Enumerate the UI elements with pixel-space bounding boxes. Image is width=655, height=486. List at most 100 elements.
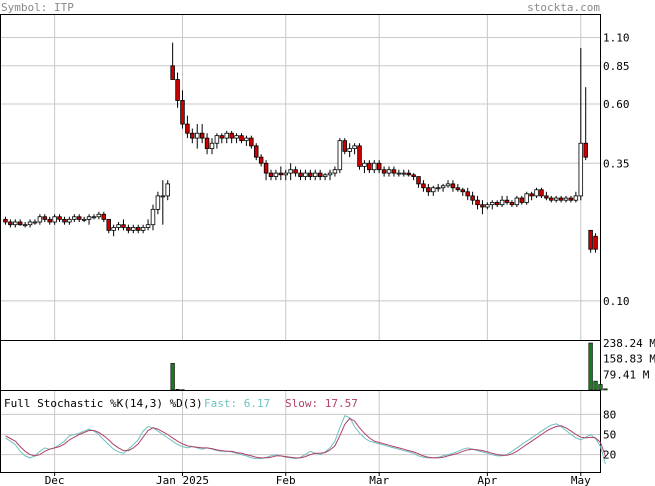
volume-bar — [593, 380, 598, 391]
candle-body — [455, 187, 461, 191]
volume-tick-label: 238.24 M — [603, 337, 655, 350]
candle-body — [160, 195, 166, 198]
candle-body — [578, 142, 584, 197]
candle-body — [185, 123, 190, 134]
candle-body — [106, 218, 111, 231]
candle-body — [504, 199, 510, 203]
candle-body — [435, 187, 441, 190]
volume-bar — [175, 389, 180, 391]
candle-body — [298, 172, 303, 177]
candle-body — [386, 169, 392, 174]
candle-body — [396, 172, 402, 175]
candle-body — [116, 224, 121, 228]
price-tick-label: 0.10 — [603, 295, 630, 308]
candle-body — [529, 193, 534, 197]
candle-body — [194, 132, 200, 139]
candle-body — [460, 189, 466, 193]
candle-body — [47, 218, 52, 223]
candle-body — [37, 216, 43, 223]
candle-body — [588, 229, 593, 250]
candle-body — [553, 197, 559, 201]
candle-body — [72, 216, 77, 220]
price-tick-label: 1.10 — [603, 31, 630, 44]
candle-body — [96, 213, 102, 218]
candle-body — [558, 197, 564, 201]
candle-body — [470, 195, 475, 201]
candle-body — [480, 204, 485, 208]
candle-body — [3, 218, 8, 223]
candle-body — [52, 216, 57, 223]
price-tick-label: 0.35 — [603, 157, 630, 170]
candle-body — [253, 145, 259, 158]
candle-body — [145, 224, 151, 228]
slow-line — [5, 417, 606, 459]
candle-body — [263, 162, 269, 174]
month-label: Apr — [477, 474, 497, 486]
slow-label: Slow: 17.57 — [285, 397, 358, 410]
candle-body — [8, 221, 13, 226]
candle-body — [81, 218, 87, 221]
candle-body — [67, 218, 72, 223]
candle-body — [514, 197, 520, 206]
candle-body — [475, 199, 480, 206]
candle-body — [568, 197, 574, 201]
candle-body — [204, 137, 210, 149]
candle-body — [150, 208, 156, 226]
date-axis: Dec Jan 2025 Feb Mar Apr May — [45, 472, 591, 486]
candle-body — [313, 172, 318, 177]
candle-body — [278, 172, 284, 176]
candle-body — [573, 195, 579, 201]
candle-body — [352, 145, 357, 149]
candle-body — [180, 100, 185, 125]
candle-body — [583, 142, 588, 158]
candle-body — [426, 187, 431, 193]
candle-body — [199, 132, 205, 139]
candle-body — [214, 135, 220, 144]
price-tick-label: 0.60 — [603, 98, 630, 111]
candle-body — [308, 172, 313, 177]
candle-body — [283, 172, 288, 176]
candle-body — [190, 132, 195, 139]
stochastic-tick-label: 50 — [603, 429, 616, 442]
fast-label: Fast: 6.17 — [204, 397, 270, 410]
candle-body — [91, 216, 97, 219]
candle-body — [519, 197, 525, 203]
candle-body — [499, 199, 505, 206]
candle-body — [524, 193, 529, 203]
volume-bar — [598, 384, 603, 391]
candle-body — [494, 202, 500, 206]
volume-bar — [588, 342, 593, 391]
candle-body — [376, 162, 382, 171]
candle-body — [234, 135, 239, 139]
candle-body — [27, 221, 33, 226]
candle-body — [244, 137, 249, 142]
candle-body — [342, 140, 348, 152]
site-watermark: stockta.com — [527, 1, 600, 14]
candle-body — [229, 132, 234, 139]
candle-body — [121, 224, 126, 228]
month-label: Feb — [276, 474, 296, 486]
stochastic-tick-label: 20 — [603, 449, 616, 462]
candle-body — [465, 191, 470, 197]
candle-body — [431, 187, 436, 193]
price-tick-label: 0.85 — [603, 60, 630, 73]
volume-axis: 238.24 M 158.83 M 79.41 M — [603, 337, 655, 381]
candle-body — [549, 197, 554, 201]
candle-body — [445, 183, 451, 187]
volume-tick-label: 158.83 M — [603, 353, 655, 366]
candle-body — [406, 172, 411, 176]
stochastic-axis: 80 50 20 — [603, 408, 616, 461]
candle-body — [288, 169, 293, 174]
candle-body — [337, 140, 343, 171]
candle-body — [485, 204, 490, 208]
candle-body — [317, 172, 323, 177]
candle-body — [165, 183, 170, 197]
candle-body — [258, 156, 264, 164]
candle-body — [293, 169, 298, 174]
month-label: Dec — [45, 474, 65, 486]
candle-body — [32, 221, 38, 224]
candle-body — [239, 135, 244, 142]
volume-tick-label: 79.41 M — [603, 368, 650, 381]
candle-body — [76, 216, 82, 220]
candle-body — [62, 218, 67, 223]
